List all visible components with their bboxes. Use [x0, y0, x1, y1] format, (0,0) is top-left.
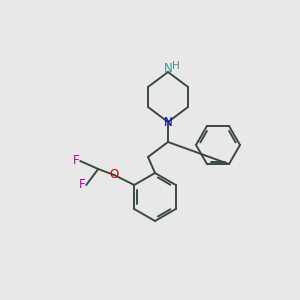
Text: F: F [79, 178, 86, 191]
Text: O: O [110, 169, 119, 182]
Text: F: F [73, 154, 80, 167]
Text: N: N [164, 62, 172, 76]
Text: N: N [164, 116, 172, 128]
Text: H: H [172, 61, 180, 71]
